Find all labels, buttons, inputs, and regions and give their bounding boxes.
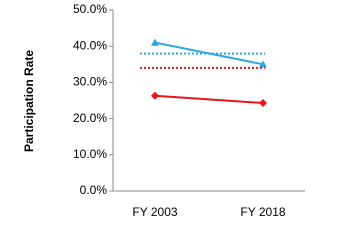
marker	[151, 38, 159, 46]
x-tick-label: FY 2003	[132, 205, 177, 219]
marker	[259, 99, 267, 108]
marker	[259, 60, 267, 68]
y-tick-label: 0.0%	[80, 183, 108, 197]
y-axis-label: Participation Rate	[22, 50, 36, 152]
y-tick-label: 50.0%	[73, 2, 107, 16]
series-line	[154, 94, 264, 105]
y-tick-label: 40.0%	[73, 38, 107, 52]
marker	[151, 91, 159, 100]
x-tick-label: FY 2018	[240, 205, 285, 219]
y-tick-label: 10.0%	[73, 147, 107, 161]
y-tick-label: 20.0%	[73, 111, 107, 125]
y-tick-label: 30.0%	[73, 75, 107, 89]
